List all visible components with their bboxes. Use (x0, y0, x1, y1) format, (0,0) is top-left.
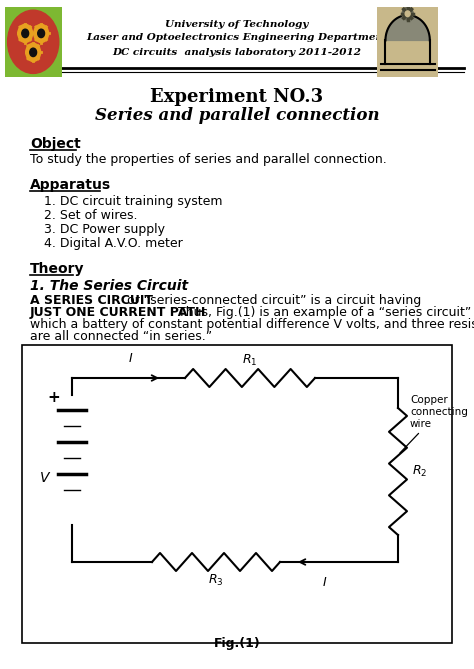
Text: $I$: $I$ (322, 576, 328, 589)
Circle shape (38, 29, 45, 37)
Text: Apparatus: Apparatus (30, 178, 111, 192)
Bar (22, 345, 452, 643)
Polygon shape (385, 15, 430, 40)
Text: $V$: $V$ (39, 471, 51, 485)
Circle shape (18, 24, 33, 43)
Circle shape (26, 43, 41, 62)
Text: 3. DC Power supply: 3. DC Power supply (44, 223, 165, 236)
Text: $I$: $I$ (128, 352, 134, 365)
Text: $R_1$: $R_1$ (242, 353, 258, 367)
Text: which a battery of constant potential difference V volts, and three resistances,: which a battery of constant potential di… (30, 318, 474, 331)
Text: +: + (47, 391, 60, 405)
Text: Laser and Optoelectronics Engineering Department: Laser and Optoelectronics Engineering De… (86, 33, 388, 42)
Text: University of Technology: University of Technology (165, 20, 309, 29)
Text: 4. Digital A.V.O. meter: 4. Digital A.V.O. meter (44, 237, 183, 250)
Text: Experiment NO.3: Experiment NO.3 (150, 88, 324, 106)
Circle shape (402, 7, 413, 20)
Circle shape (34, 24, 48, 43)
Circle shape (30, 48, 36, 57)
Circle shape (22, 29, 28, 37)
Text: 2. Set of wires.: 2. Set of wires. (44, 209, 137, 222)
Text: Fig.(1): Fig.(1) (214, 637, 260, 650)
Circle shape (8, 10, 59, 74)
Text: A SERIES CIRCUIT: A SERIES CIRCUIT (30, 294, 153, 307)
Text: Copper
connecting
wire: Copper connecting wire (400, 395, 468, 453)
Text: Series and parallel connection: Series and parallel connection (95, 107, 379, 124)
Text: $R_3$: $R_3$ (208, 573, 224, 587)
Text: Object: Object (30, 137, 81, 151)
Text: $R_2$: $R_2$ (412, 464, 428, 479)
Circle shape (405, 11, 410, 17)
Text: JUST ONE CURRENT PATH: JUST ONE CURRENT PATH (30, 306, 206, 319)
Text: 1. The Series Circuit: 1. The Series Circuit (30, 279, 188, 293)
Text: DC circuits  analysis laboratory 2011-2012: DC circuits analysis laboratory 2011-201… (112, 48, 362, 57)
Text: 1. DC circuit training system: 1. DC circuit training system (44, 195, 222, 208)
Text: are all connected “in series.”: are all connected “in series.” (30, 330, 212, 343)
Text: Theory: Theory (30, 262, 84, 276)
Text: . Thus, Fig.(1) is an example of a “series circuit” in: . Thus, Fig.(1) is an example of a “seri… (170, 306, 474, 319)
Text: or “series-connected circuit” is a circuit having: or “series-connected circuit” is a circu… (123, 294, 425, 307)
Text: To study the properties of series and parallel connection.: To study the properties of series and pa… (30, 153, 387, 166)
